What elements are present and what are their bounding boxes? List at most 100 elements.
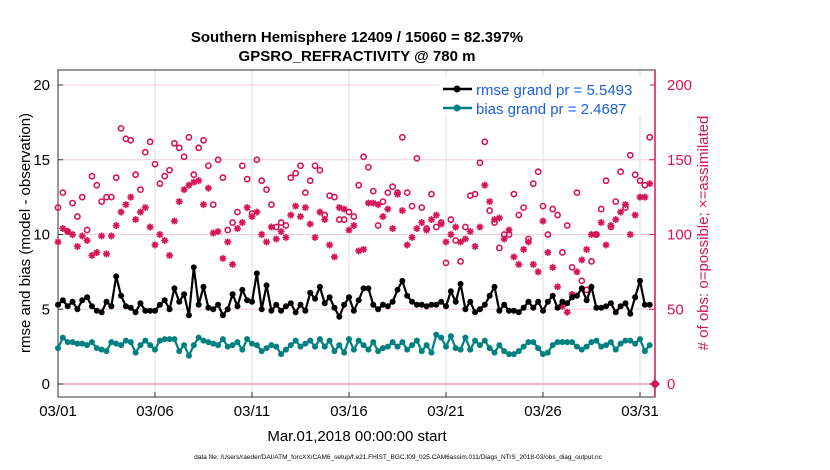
assimilated-obs-point xyxy=(311,233,319,241)
assimilated-obs-point xyxy=(588,231,595,238)
rmse-point xyxy=(549,292,556,299)
x-tick-label: 03/26 xyxy=(524,403,562,420)
rmse-point xyxy=(341,301,348,308)
bias-point xyxy=(559,339,566,346)
possible-obs-point xyxy=(471,190,479,198)
possible-obs-point xyxy=(398,133,406,141)
assimilated-obs-point xyxy=(170,217,178,225)
possible-obs-point xyxy=(617,168,624,176)
possible-obs-point xyxy=(457,258,464,265)
assimilated-obs-point xyxy=(166,251,174,259)
assimilated-obs-point xyxy=(340,205,348,213)
rmse-point xyxy=(603,303,610,310)
grid xyxy=(57,70,655,397)
assimilated-obs-point xyxy=(326,241,334,249)
bias-point xyxy=(520,343,527,350)
possible-obs-point xyxy=(54,204,62,211)
possible-obs-point xyxy=(127,136,135,144)
rmse-point xyxy=(234,303,241,310)
rmse-point xyxy=(268,307,275,314)
bias-point xyxy=(185,352,192,359)
rmse-point xyxy=(360,285,367,292)
assimilated-obs-point xyxy=(510,253,518,261)
rmse-point xyxy=(74,306,81,313)
rmse-point xyxy=(302,307,309,314)
bias-point xyxy=(190,342,197,349)
legend-bias-label: bias grand pr = 2.4687 xyxy=(476,101,627,118)
bias-point xyxy=(249,340,255,347)
possible-obs-point xyxy=(612,198,620,206)
rmse-point xyxy=(292,309,299,316)
assimilated-obs-point xyxy=(209,229,217,237)
rmse-point xyxy=(496,307,503,314)
assimilated-obs-point xyxy=(190,178,198,186)
assimilated-obs-point xyxy=(379,213,387,221)
bias-point xyxy=(598,343,605,350)
rmse-point xyxy=(443,303,449,310)
bias-point xyxy=(219,336,226,343)
bias-point xyxy=(544,349,551,356)
assimilated-obs-point xyxy=(83,236,91,244)
bias-point xyxy=(210,340,217,347)
assimilated-obs-point xyxy=(146,223,154,231)
assimilated-obs-point xyxy=(248,213,256,221)
rmse-point xyxy=(152,307,158,314)
rmse-point xyxy=(84,294,91,301)
bias-point xyxy=(578,346,585,353)
assimilated-obs-point xyxy=(631,211,639,219)
possible-obs-point xyxy=(379,198,387,206)
rmse-point xyxy=(200,283,207,290)
assimilated-obs-point xyxy=(418,219,426,227)
legend-rmse-label: rmse grand pr = 5.5493 xyxy=(476,82,632,99)
rmse-point xyxy=(185,312,192,319)
rmse-point xyxy=(98,309,105,316)
bias-point xyxy=(554,339,561,346)
bias-point xyxy=(234,339,241,346)
rmse-point xyxy=(297,301,304,308)
bias-point xyxy=(302,340,309,347)
bias-point xyxy=(239,346,246,353)
assimilated-obs-point xyxy=(258,231,266,238)
bias-point xyxy=(273,343,280,350)
bias-point xyxy=(113,340,120,347)
bias-point xyxy=(641,348,648,355)
rmse-point xyxy=(641,301,648,308)
possible-obs-point xyxy=(636,177,644,185)
assimilated-obs-point xyxy=(607,222,615,230)
x-tick-label: 03/01 xyxy=(39,403,77,420)
assimilated-obs-point xyxy=(534,268,542,276)
legend-box xyxy=(440,77,650,115)
rmse-point xyxy=(113,273,120,280)
y-right-tick-label: 200 xyxy=(667,77,692,94)
possible-obs-point xyxy=(331,193,338,201)
bias-point xyxy=(462,334,469,341)
possible-obs-point xyxy=(568,263,576,271)
assimilated-obs-point xyxy=(437,220,445,228)
rmse-point xyxy=(520,304,527,311)
bias-point xyxy=(316,336,323,343)
assimilated-obs-point xyxy=(200,201,207,209)
assimilated-obs-point xyxy=(592,231,600,238)
assimilated-obs-point xyxy=(219,254,227,262)
possible-obs-point xyxy=(209,201,217,208)
rmse-point xyxy=(219,312,226,319)
assimilated-obs-point xyxy=(626,231,634,238)
assimilated-obs-point xyxy=(641,193,649,201)
rmse-point xyxy=(326,294,333,301)
possible-obs-point xyxy=(544,231,552,238)
possible-obs-point xyxy=(185,133,193,141)
rmse-point xyxy=(239,286,246,293)
rmse-point xyxy=(535,298,542,305)
possible-obs-point xyxy=(549,205,557,213)
assimilated-obs-point xyxy=(457,238,465,246)
assimilated-obs-point xyxy=(156,231,164,238)
rmse-point xyxy=(127,304,134,311)
assimilated-obs-point xyxy=(103,250,110,258)
rmse-point xyxy=(336,313,343,320)
rmse-point xyxy=(79,297,86,304)
possible-obs-point xyxy=(510,190,518,198)
bias-point xyxy=(341,349,348,356)
assimilated-obs-point xyxy=(529,260,537,268)
rmse-point xyxy=(244,297,251,304)
rmse-point xyxy=(307,289,314,296)
